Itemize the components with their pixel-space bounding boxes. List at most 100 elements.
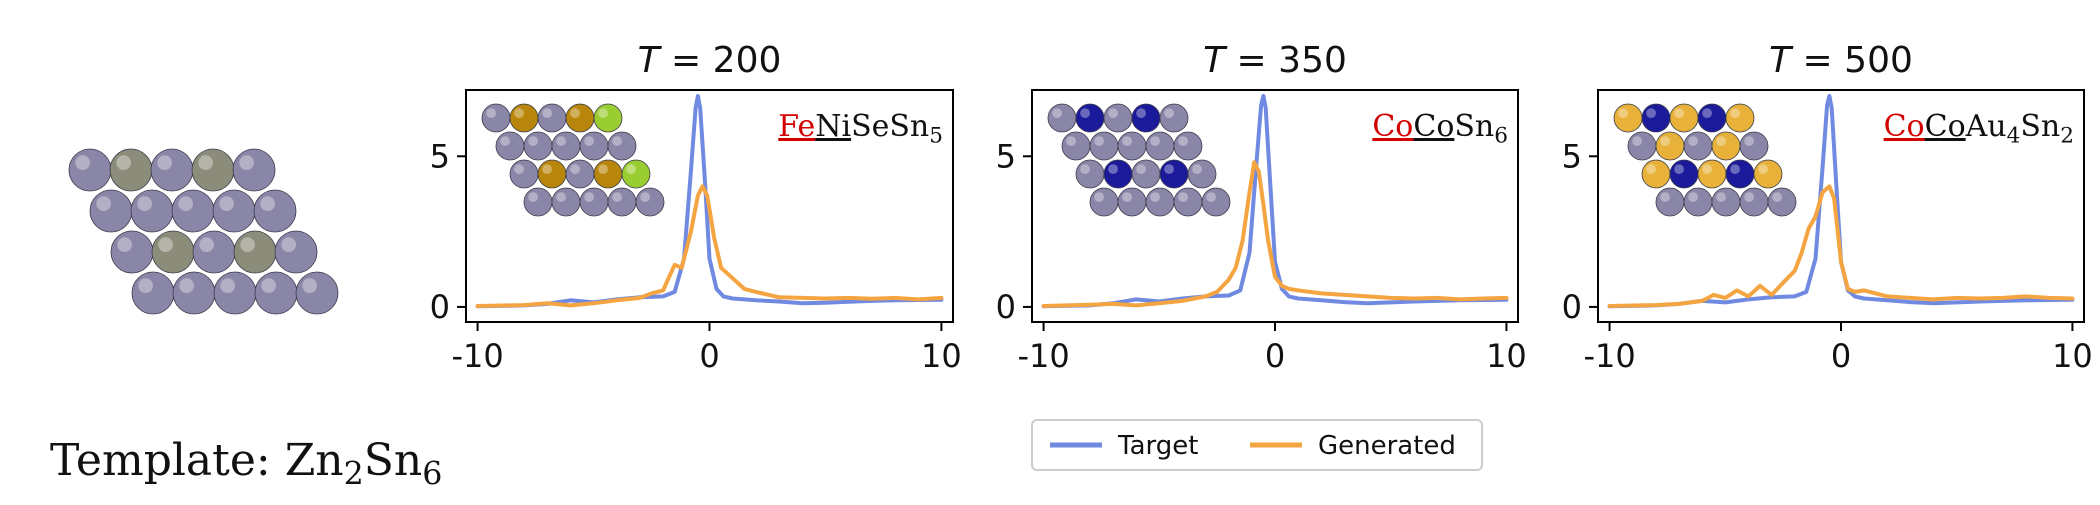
template-atom-host [213, 271, 257, 315]
inset-atom-host [1739, 131, 1769, 161]
inset-atom-host [1627, 131, 1657, 161]
inset-atom-host [635, 187, 665, 217]
inset-atom-host-highlight [1744, 192, 1754, 203]
formula-subscript: 5 [929, 124, 943, 149]
composition-label: FeNiSeSn5 [778, 109, 943, 149]
series-line-target [1041, 94, 1509, 309]
template-atom-host [274, 230, 318, 274]
inset-atom-host-highlight [1744, 136, 1754, 147]
inset-atom-host [1739, 187, 1769, 217]
inset-atom-host [495, 131, 525, 161]
formula-subscript: 2 [344, 457, 364, 493]
inset-atom-a-highlight [1136, 108, 1146, 118]
formula-subscript: 2 [2060, 124, 2074, 149]
inset-atom-a-highlight [1702, 164, 1712, 175]
template-atom-host-highlight [302, 278, 317, 293]
chart-title: T = 350 [1203, 40, 1347, 81]
template-atom-dopant [109, 148, 153, 192]
inset-atom-host [1145, 131, 1175, 161]
inset-atom-host [1117, 131, 1147, 161]
inset-atom-host [1173, 187, 1203, 217]
chart-title-value: = 500 [1791, 40, 1913, 81]
formula-part: Fe [778, 109, 815, 144]
inset-atom-a [1103, 159, 1133, 189]
inset-atom-host-highlight [486, 108, 496, 118]
inset-atom-host [607, 187, 637, 217]
inset-atom-host-highlight [612, 192, 622, 203]
inset-atom-host-highlight [1094, 192, 1104, 203]
x-tick-label: 10 [2052, 337, 2093, 375]
inset-atom-host [1187, 159, 1217, 189]
inset-atom-host-highlight [500, 136, 510, 147]
template-atom-host [212, 189, 256, 233]
template-atom-host [171, 189, 215, 233]
inset-atom-host [1655, 187, 1685, 217]
inset-atom-a-highlight [570, 108, 580, 118]
inset-atom-host [1201, 187, 1231, 217]
inset-atom-a [1131, 103, 1161, 133]
inset-atom-host-highlight [514, 164, 524, 175]
inset-atom-a-highlight [598, 164, 608, 175]
inset-atom-host-highlight [1192, 164, 1202, 175]
inset-atom-a-highlight [1660, 136, 1670, 147]
inset-atom-host-highlight [640, 192, 650, 203]
legend: Target Generated [1031, 419, 1483, 471]
template-atom-host-highlight [157, 155, 172, 170]
inset-atom-a-highlight [1730, 108, 1740, 118]
x-tick-label: -10 [451, 337, 503, 375]
inset-atom-host [1117, 187, 1147, 217]
formula-part: Sn [364, 435, 422, 486]
y-tick-label: 0 [430, 288, 450, 326]
inset-atom-host-highlight [542, 108, 552, 118]
composition-label: CoCoSn6 [1372, 109, 1508, 149]
template-label: Template: Zn2Sn6 [50, 435, 442, 493]
inset-atom-host-highlight [1066, 136, 1076, 147]
template-atom-host-highlight [261, 278, 276, 293]
inset-atom-host [551, 131, 581, 161]
chart-title-variable: T [1769, 40, 1794, 81]
inset-atom-a-highlight [542, 164, 552, 175]
x-tick-label: 0 [1831, 337, 1851, 375]
template-atom-host-highlight [137, 196, 152, 211]
inset-atom-host-highlight [1688, 136, 1698, 147]
inset-atom-a-highlight [1758, 164, 1768, 175]
inset-atom-b [593, 103, 623, 133]
formula-part: Au [1965, 109, 2007, 144]
inset-atom-host [523, 187, 553, 217]
structure-inset [1047, 103, 1231, 217]
inset-atom-host-highlight [584, 136, 594, 147]
template-atom-host-highlight [281, 237, 296, 252]
inset-atom-host [579, 131, 609, 161]
inset-atom-a-highlight [1164, 164, 1174, 175]
chart-title: T = 200 [638, 40, 782, 81]
inset-atom-host-highlight [556, 136, 566, 147]
inset-atom-host-highlight [1178, 136, 1188, 147]
template-atom-host [295, 271, 339, 315]
inset-atom-host [1089, 187, 1119, 217]
inset-atom-host [537, 103, 567, 133]
inset-atom-a [1697, 159, 1727, 189]
template-atom-host-highlight [179, 278, 194, 293]
inset-atom-host [1145, 187, 1175, 217]
series-line-generated [1607, 184, 2075, 308]
formula-part: Sn [889, 109, 929, 144]
inset-atom-host [1683, 187, 1713, 217]
y-tick-label: 5 [430, 137, 450, 175]
inset-atom-host-highlight [1122, 192, 1132, 203]
inset-atom-a [1159, 159, 1189, 189]
formula-part: Co [1925, 109, 1966, 144]
inset-atom-host [607, 131, 637, 161]
y-tick-label: 5 [1562, 137, 1582, 175]
template-atom-host [110, 230, 154, 274]
inset-atom-b-highlight [1702, 108, 1712, 118]
inset-atom-host-highlight [1122, 136, 1132, 147]
formula-part: Zn [285, 435, 344, 486]
inset-atom-a [1655, 131, 1685, 161]
inset-atom-a-highlight [1080, 108, 1090, 118]
template-label-prefix: Template: [50, 435, 285, 486]
inset-atom-b [1697, 103, 1727, 133]
template-atom-host [172, 271, 216, 315]
